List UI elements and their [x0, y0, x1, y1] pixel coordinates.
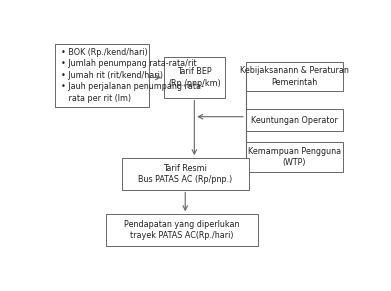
FancyBboxPatch shape — [246, 62, 343, 91]
Text: Kebijaksanann & Peraturan
Pemerintah: Kebijaksanann & Peraturan Pemerintah — [240, 66, 349, 87]
FancyBboxPatch shape — [55, 44, 149, 107]
FancyBboxPatch shape — [164, 57, 225, 98]
Text: Kemampuan Pengguna
(WTP): Kemampuan Pengguna (WTP) — [248, 147, 341, 167]
Text: Pendapatan yang diperlukan
trayek PATAS AC(Rp./hari): Pendapatan yang diperlukan trayek PATAS … — [124, 220, 240, 240]
Text: Tarif Resmi
Bus PATAS AC (Rp/pnp.): Tarif Resmi Bus PATAS AC (Rp/pnp.) — [138, 164, 232, 184]
Text: Tarif BEP
(Rp./pnp/km): Tarif BEP (Rp./pnp/km) — [168, 67, 221, 88]
FancyBboxPatch shape — [246, 143, 343, 172]
Text: • BOK (Rp./kend/hari)
• Jumlah penumpang rata-rata/rit
• Jumah rit (rit/kend/har: • BOK (Rp./kend/hari) • Jumlah penumpang… — [61, 48, 204, 103]
FancyBboxPatch shape — [246, 109, 343, 131]
FancyBboxPatch shape — [106, 214, 258, 246]
Text: Keuntungan Operator: Keuntungan Operator — [251, 116, 338, 125]
FancyBboxPatch shape — [122, 158, 249, 189]
